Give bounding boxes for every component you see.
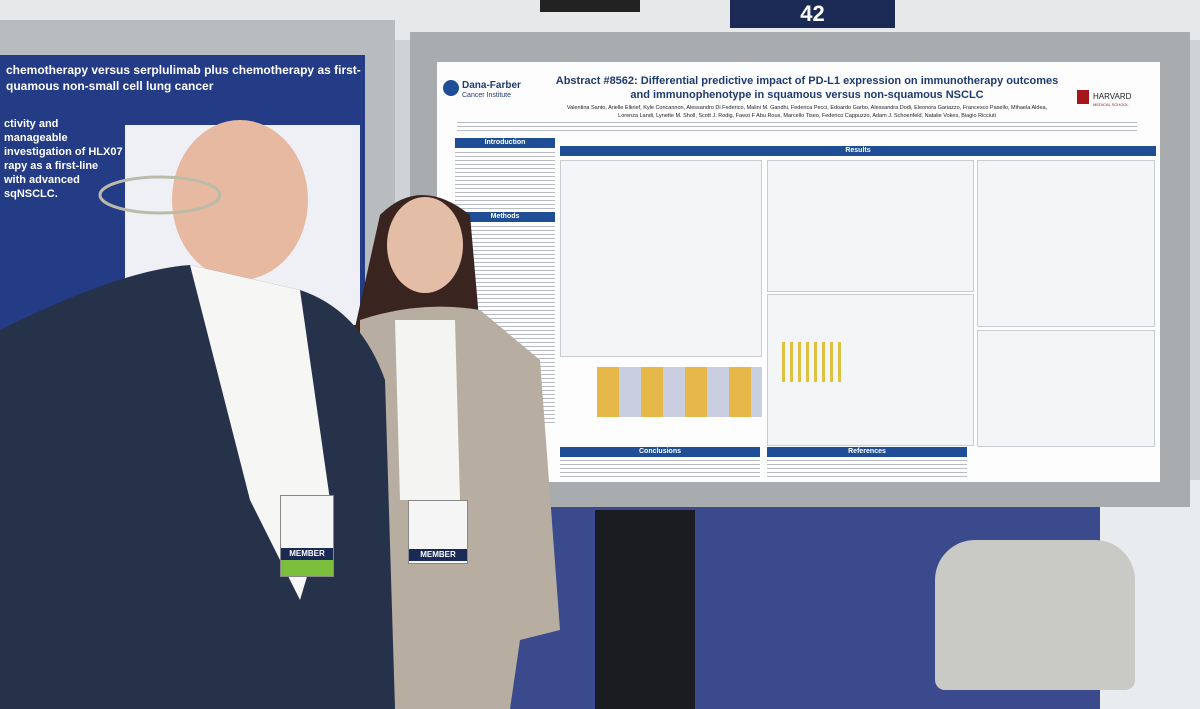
section-header: Conclusions	[560, 447, 760, 457]
figure	[977, 160, 1155, 327]
section-header: Methods	[455, 212, 555, 222]
harvard-sub: MEDICAL SCHOOL	[1093, 102, 1129, 107]
institution: Dana-Farber	[462, 80, 521, 91]
badge: MEMBER	[408, 500, 468, 564]
highlight-line: with advanced sqNSCLC.	[4, 174, 80, 200]
shirt	[395, 320, 460, 500]
badge-label: MEMBER	[409, 549, 467, 561]
section-header: Results	[560, 146, 1156, 156]
face	[387, 197, 463, 293]
glasses	[98, 175, 222, 215]
harvard: HARVARD	[1093, 92, 1132, 101]
institution-sub: Cancer Institute	[462, 92, 512, 99]
badge-stripe	[281, 560, 333, 576]
booth-sign: 42	[730, 0, 895, 28]
badge: MEMBER	[280, 495, 334, 577]
face	[172, 120, 308, 280]
intro-text	[455, 152, 555, 210]
left-poster-highlight: ctivity and manageable investigation of …	[4, 117, 124, 201]
figure	[560, 160, 762, 357]
badge-label: MEMBER	[281, 548, 333, 560]
chair	[935, 540, 1135, 690]
section-header: Introduction	[455, 138, 555, 148]
affiliations	[457, 122, 1137, 134]
figure	[977, 330, 1155, 447]
logo	[443, 80, 459, 96]
poster-title: Abstract #8562: Differential predictive …	[555, 75, 1059, 101]
highlight-line: investigation of HLX07	[4, 146, 123, 158]
jacket	[0, 265, 395, 709]
highlight-line: rapy as a first-line	[4, 160, 99, 172]
authors: Valentina Santo, Arielle Elkrief, Kyle C…	[566, 105, 1048, 119]
conclusions-text	[560, 460, 760, 478]
person-background	[595, 510, 695, 709]
harvard-shield	[1077, 90, 1089, 104]
references-text	[767, 460, 967, 478]
highlight-line: ctivity and manageable	[4, 118, 68, 144]
left-poster-title: chemotherapy versus serplulimab plus che…	[6, 63, 361, 77]
sign	[540, 0, 640, 12]
section-header: References	[767, 447, 967, 457]
results-table	[597, 367, 762, 417]
boxplot	[782, 342, 842, 382]
left-poster-title: quamous non-small cell lung cancer	[6, 79, 214, 93]
figure	[767, 160, 974, 292]
